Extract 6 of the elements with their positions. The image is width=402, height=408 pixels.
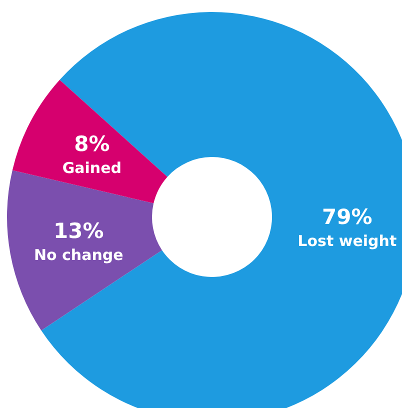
slice-label: Lost weight	[298, 232, 397, 250]
data-label: 79%	[322, 204, 372, 229]
slice-label: No change	[34, 246, 124, 264]
data-label: 8%	[74, 132, 110, 156]
slice-label: Gained	[62, 159, 122, 178]
data-label: 13%	[54, 218, 104, 243]
